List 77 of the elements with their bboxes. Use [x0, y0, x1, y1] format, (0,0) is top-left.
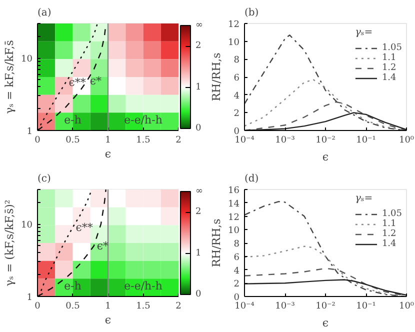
y-tick-label: 10 — [228, 226, 240, 236]
legend-title: γₛ= — [354, 193, 374, 204]
y-tick-label: 4 — [234, 91, 240, 102]
color-bar-label: 1 — [196, 82, 202, 92]
legend-label: 1.2 — [382, 229, 398, 239]
annotation: e-e/h-h — [124, 114, 162, 126]
x-tick-label: 10⁻⁴ — [234, 302, 255, 312]
y-tick-label: 10 — [21, 220, 33, 231]
legend-label: 1.05 — [382, 43, 402, 53]
x-tick-label: 10⁻² — [316, 136, 336, 146]
y-tick-label: 6 — [234, 74, 240, 84]
legend-label: 1.4 — [382, 73, 398, 83]
annotation: ϵ** — [76, 220, 94, 234]
legend-label: 1.1 — [382, 219, 398, 229]
x-axis-title: ϵ — [104, 148, 112, 160]
y-tick-label: 2 — [234, 280, 240, 290]
x-axis-title: ϵ — [104, 314, 112, 326]
x-tick-label: 1 — [105, 302, 111, 312]
x-axis-title: ϵ — [322, 150, 329, 164]
y-axis-title: RH/RH,s — [210, 218, 224, 268]
color-bar-label: 0 — [196, 290, 202, 300]
color-bar-label: ∞ — [196, 20, 203, 30]
x-tick-label: 10⁻⁴ — [234, 136, 255, 146]
color-bar-label: 2 — [196, 41, 202, 52]
x-axis-title: ϵ — [322, 316, 329, 330]
legend-label: 1.2 — [382, 63, 398, 73]
x-tick-label: 1.5 — [136, 136, 151, 146]
y-axis-title: γₛ = kF,s/kF,s̄ — [3, 40, 16, 114]
x-tick-label: 10⁻² — [316, 302, 336, 312]
y-tick-label: 10 — [21, 54, 33, 65]
y-axis-title: RH/RH,s — [210, 52, 224, 102]
x-tick-label: 1 — [105, 136, 111, 146]
legend-label: 1.4 — [382, 239, 398, 249]
x-tick-label: 10⁰ — [398, 302, 414, 312]
y-axis-title: γₛ = (kF,s/kF,s̄)² — [3, 200, 16, 286]
chart-title: (b) — [244, 8, 259, 18]
y-tick-label: 14 — [228, 199, 240, 210]
annotation: e-h — [64, 114, 82, 126]
chart-title: (c) — [38, 174, 51, 184]
x-tick-label: 10⁻¹ — [356, 136, 376, 146]
y-tick-label: 0 — [234, 293, 240, 303]
x-tick-label: 10⁰ — [398, 136, 414, 146]
x-tick-label: 2 — [176, 136, 182, 146]
x-tick-label: 10⁻³ — [275, 136, 296, 146]
x-tick-label: 10⁻¹ — [356, 302, 376, 312]
color-bar-label: 2 — [196, 207, 202, 218]
color-bar-label: ∞ — [196, 186, 203, 196]
y-tick-label: 0 — [234, 127, 240, 137]
x-tick-label: 0 — [34, 136, 41, 146]
x-tick-label: 0 — [34, 302, 41, 312]
y-tick-label: 12 — [228, 20, 240, 30]
annotation: ϵ* — [90, 74, 102, 88]
x-tick-label: 2 — [176, 302, 182, 312]
chart-title: (a) — [38, 8, 52, 18]
x-tick-label: 0.5 — [66, 302, 80, 312]
y-tick-label: 2 — [234, 109, 240, 120]
y-tick-label: 8 — [234, 240, 240, 250]
y-tick-label: 1 — [26, 127, 33, 137]
color-bar-label: 1 — [196, 248, 202, 258]
y-tick-label: 6 — [234, 252, 240, 263]
annotation: e-h — [64, 280, 82, 292]
y-tick-label: 10 — [228, 38, 240, 48]
x-tick-label: 1.5 — [136, 302, 151, 312]
x-tick-label: 0.5 — [66, 136, 80, 146]
legend-label: 1.1 — [382, 53, 398, 63]
y-tick-label: 1 — [26, 293, 33, 303]
chart-title: (d) — [244, 174, 259, 184]
color-bar-label: 0 — [196, 124, 202, 134]
y-tick-label: 16 — [228, 186, 240, 196]
y-tick-label: 12 — [228, 212, 240, 223]
annotation: e-e/h-h — [124, 280, 162, 292]
annotation: ϵ** — [68, 76, 86, 89]
x-tick-label: 10⁻³ — [275, 302, 296, 312]
legend-label: 1.05 — [382, 209, 402, 219]
legend-title: γₛ= — [354, 27, 374, 38]
y-tick-label: 4 — [234, 266, 240, 276]
y-tick-label: 8 — [234, 56, 240, 66]
